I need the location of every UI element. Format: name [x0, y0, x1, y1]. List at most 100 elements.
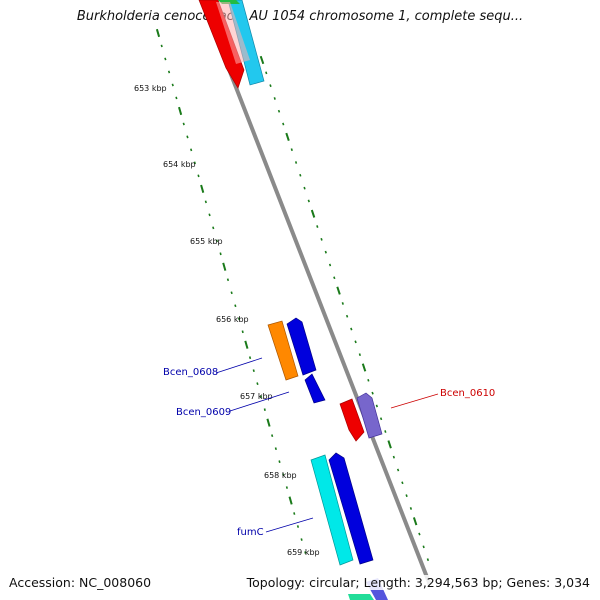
gc-tick	[282, 122, 285, 126]
gc-tick	[299, 173, 302, 177]
gene-label-fumC[interactable]: fumC	[237, 527, 264, 538]
gc-tick	[401, 481, 404, 485]
gc-tick	[294, 161, 298, 164]
gc-tick	[171, 83, 174, 87]
gc-tick	[252, 369, 255, 373]
gene-arrow-bcen0608[interactable]	[267, 320, 299, 381]
gene-label-bcen0610[interactable]: Bcen_0610	[440, 388, 495, 399]
gc-tick	[278, 460, 281, 464]
gc-tick	[288, 496, 293, 505]
gc-tick	[204, 200, 207, 204]
kbp-tick-label: 655 kbp	[190, 237, 223, 246]
gc-tick	[296, 525, 300, 528]
gc-tick	[387, 440, 392, 449]
gc-tick	[273, 97, 276, 100]
gc-tick	[274, 447, 277, 451]
gc-tick	[422, 545, 425, 549]
gc-tick	[215, 239, 218, 243]
leader-bcen0610	[390, 393, 439, 409]
gene-arrow-fumC[interactable]	[310, 454, 354, 566]
gc-tick	[212, 226, 215, 230]
gc-tick	[358, 353, 361, 357]
gc-tick	[178, 106, 183, 116]
gc-tick	[379, 417, 383, 421]
gene-arrow-blue-656[interactable]	[286, 317, 317, 376]
gc-tick	[310, 209, 316, 218]
gene-arrow-bcen0609[interactable]	[304, 373, 326, 404]
leader-bcen0609	[229, 391, 290, 412]
topology-summary: Topology: circular; Length: 3,294,563 bp…	[246, 575, 590, 590]
chromosome-backbone	[199, 0, 432, 586]
gc-tick	[320, 237, 323, 241]
gc-tick	[336, 286, 341, 295]
gc-tick	[285, 132, 290, 142]
gene-arrow-bottom-green[interactable]	[348, 594, 374, 600]
gene-arrow-bcen0610[interactable]	[356, 392, 383, 439]
gc-tick	[282, 473, 285, 476]
gc-tick	[186, 135, 189, 139]
gc-tick	[197, 174, 200, 178]
gc-tick	[307, 199, 310, 203]
gene-label-bcen0609[interactable]: Bcen_0609	[176, 407, 231, 418]
gc-tick	[277, 109, 281, 113]
gc-tick	[304, 551, 307, 554]
gc-tick	[260, 395, 263, 399]
gc-tick	[418, 532, 421, 536]
gc-tick	[193, 161, 196, 165]
gc-tick	[219, 252, 222, 256]
gc-tick	[175, 96, 178, 100]
gc-tick	[182, 122, 185, 126]
gc-tick	[234, 304, 237, 308]
kbp-tick-label: 653 kbp	[134, 84, 167, 93]
kbp-tick-labels: 653 kbp 654 kbp 655 kbp 656 kbp 657 kbp …	[134, 84, 320, 557]
gc-tick	[412, 517, 418, 526]
gc-tick	[405, 494, 408, 498]
gc-tick	[375, 404, 378, 408]
inner-gc-ticks	[155, 28, 307, 554]
gc-tick	[328, 263, 332, 267]
gc-tick	[361, 363, 367, 372]
gc-tick	[222, 262, 227, 271]
kbp-tick-label: 658 kbp	[264, 471, 297, 480]
gc-tick	[269, 84, 272, 88]
gc-tick	[226, 278, 230, 282]
gc-tick	[263, 408, 266, 412]
gc-tick	[354, 340, 357, 344]
gc-tick	[384, 430, 387, 433]
leader-bcen0608	[215, 357, 263, 374]
gc-tick	[290, 148, 293, 152]
gc-tick	[333, 276, 336, 280]
gc-tick	[392, 455, 395, 459]
gc-tick	[367, 378, 370, 382]
gene-arrow-red-right[interactable]	[339, 398, 365, 442]
kbp-tick-label: 659 kbp	[287, 548, 320, 557]
gc-tick	[285, 486, 288, 489]
accession-label: Accession: NC_008060	[9, 575, 152, 590]
gc-tick	[266, 418, 271, 427]
gene-arrow-blue-659[interactable]	[328, 452, 374, 565]
gc-tick	[230, 291, 233, 295]
gc-tick	[409, 507, 413, 510]
gc-tick	[160, 44, 163, 48]
map-title: Burkholderia cenocepacia AU 1054 chromos…	[76, 9, 524, 24]
kbp-tick-label: 654 kbp	[163, 160, 196, 169]
gc-tick	[241, 330, 244, 334]
gc-tick	[155, 28, 161, 38]
gc-tick	[350, 327, 353, 331]
gc-tick	[426, 558, 430, 562]
gc-tick	[345, 314, 349, 318]
gc-tick	[167, 70, 171, 74]
gc-tick	[293, 512, 296, 515]
gene-arrow-red-top[interactable]	[198, 0, 245, 89]
outer-gc-ticks	[259, 55, 430, 562]
gene-label-bcen0608[interactable]: Bcen_0608	[163, 367, 218, 378]
gene-highlight-top	[216, 2, 250, 64]
gc-tick	[237, 317, 241, 321]
gc-tick	[303, 186, 306, 190]
gc-tick	[396, 468, 400, 472]
gc-tick	[324, 250, 327, 254]
gc-tick	[164, 57, 167, 61]
kbp-tick-label: 656 kbp	[216, 315, 249, 324]
gc-tick	[244, 340, 249, 349]
